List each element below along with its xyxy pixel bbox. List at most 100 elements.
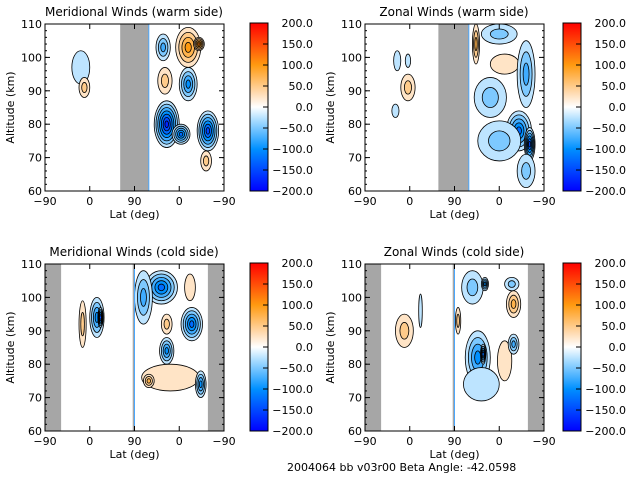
y-tick-label: 80 — [348, 118, 362, 131]
x-tick-label: 0 — [406, 435, 413, 448]
y-tick-label: 70 — [28, 392, 42, 405]
colorbar-tick-label: 0.0 — [296, 101, 314, 114]
chart-panel: Meridional Winds (warm side) 60 70 80 90 100 1… — [4, 5, 313, 221]
contour-layer — [391, 24, 536, 191]
contour-region — [99, 315, 102, 320]
x-tick-label: −90 — [353, 195, 376, 208]
chart-title: Meridional Winds (warm side) — [45, 5, 223, 19]
colorbar-tick-label: 50.0 — [602, 80, 627, 93]
contour-region — [403, 80, 412, 95]
colorbar-tick-label: −50.0 — [592, 362, 626, 375]
colorbar-tick-label: −100.0 — [272, 383, 313, 396]
colorbar-tick-label: −150.0 — [272, 404, 313, 417]
x-tick-label: 0 — [86, 435, 93, 448]
contour-layer — [71, 24, 220, 191]
colorbar-tick-label: 200.0 — [595, 257, 627, 270]
colorbar-tick-label: 0.0 — [609, 341, 627, 354]
y-tick-label: 80 — [28, 118, 42, 131]
contour-region — [164, 120, 169, 128]
chart-title: Zonal Winds (cold side) — [384, 245, 525, 259]
y-tick-label: 90 — [348, 325, 362, 338]
contour-region — [511, 340, 516, 348]
x-axis-label: Lat (deg) — [430, 448, 480, 461]
colorbar-tick-label: −50.0 — [279, 122, 313, 135]
contour-region — [497, 340, 513, 382]
y-tick-label: 110 — [341, 258, 362, 271]
contour-region — [178, 131, 184, 137]
chart-panel: Zonal Winds (cold side) 60 70 80 90 100 110 −90… — [324, 245, 626, 461]
y-axis-label: Altitude (km) — [4, 311, 17, 383]
colorbar-tick-label: 100.0 — [282, 59, 314, 72]
colorbar-tick-label: 50.0 — [289, 80, 314, 93]
contour-region — [140, 288, 147, 307]
colorbar-tick-label: −150.0 — [272, 164, 313, 177]
contour-region — [391, 103, 400, 118]
y-tick-label: 70 — [348, 152, 362, 165]
chart-title: Meridional Winds (cold side) — [49, 245, 218, 259]
colorbar-tick-label: −150.0 — [585, 404, 626, 417]
x-tick-label: 0 — [86, 195, 93, 208]
chart-panel: Meridional Winds (cold side) 60 70 80 90 100 1… — [4, 245, 313, 461]
y-tick-label: 90 — [348, 85, 362, 98]
colorbar-tick-label: −100.0 — [585, 383, 626, 396]
contour-region — [184, 41, 192, 53]
y-tick-label: 110 — [21, 18, 42, 31]
contour-region — [80, 312, 85, 337]
contour-region — [189, 320, 195, 328]
x-tick-label: 90 — [128, 195, 142, 208]
y-tick-label: 90 — [28, 85, 42, 98]
colorbar-tick-label: 200.0 — [595, 17, 627, 30]
contour-region — [198, 380, 203, 388]
contour-region — [393, 50, 402, 72]
contour-region — [184, 273, 196, 302]
colorbar-tick-label: −200.0 — [585, 185, 626, 198]
colorbar-tick-label: −200.0 — [272, 185, 313, 198]
colorbar-tick-label: 0.0 — [296, 341, 314, 354]
contour-region — [528, 141, 532, 148]
colorbar-tick-label: −200.0 — [585, 425, 626, 438]
contour-region — [456, 313, 460, 328]
colorbar-tick-label: 100.0 — [595, 59, 627, 72]
x-tick-label: 90 — [128, 435, 142, 448]
contour-region — [510, 299, 517, 309]
x-tick-label: −90 — [532, 435, 555, 448]
missing-data-band — [527, 264, 544, 431]
contour-region — [521, 162, 531, 180]
colorbar-tick-label: −50.0 — [279, 362, 313, 375]
chart-panel: Zonal Winds (warm side) 60 70 80 90 100 110 −90… — [324, 5, 626, 221]
x-tick-label: −90 — [212, 195, 235, 208]
colorbar-tick-label: 200.0 — [282, 257, 314, 270]
x-tick-label: 0 — [176, 195, 183, 208]
x-axis-label: Lat (deg) — [110, 448, 160, 461]
contour-region — [197, 42, 201, 46]
contour-region — [474, 350, 482, 365]
colorbar-tick-label: −150.0 — [585, 164, 626, 177]
missing-data-band — [132, 264, 135, 431]
contour-region — [205, 127, 211, 135]
y-tick-label: 80 — [348, 358, 362, 371]
x-tick-label: −90 — [353, 435, 376, 448]
contour-region — [160, 73, 169, 88]
y-tick-label: 60 — [28, 425, 42, 438]
contour-layer — [365, 264, 544, 431]
y-tick-label: 100 — [341, 291, 362, 304]
colorbar-tick-label: −200.0 — [272, 425, 313, 438]
chart-title: Zonal Winds (warm side) — [379, 5, 528, 19]
contour-region — [474, 36, 478, 52]
colorbar-tick-label: 50.0 — [289, 320, 314, 333]
contour-region — [463, 367, 500, 402]
x-axis-label: Lat (deg) — [430, 208, 480, 221]
x-tick-label: 90 — [448, 435, 462, 448]
x-axis-label: Lat (deg) — [110, 208, 160, 221]
colorbar-tick-label: −100.0 — [585, 143, 626, 156]
contour-region — [146, 378, 152, 384]
contour-region — [399, 322, 410, 340]
y-tick-label: 100 — [341, 51, 362, 64]
colorbar-tick-label: 150.0 — [282, 278, 314, 291]
contour-region — [418, 293, 423, 328]
colorbar-tick-label: 150.0 — [595, 278, 627, 291]
x-tick-label: −90 — [33, 435, 56, 448]
missing-data-band — [45, 264, 62, 431]
x-tick-label: 0 — [406, 195, 413, 208]
